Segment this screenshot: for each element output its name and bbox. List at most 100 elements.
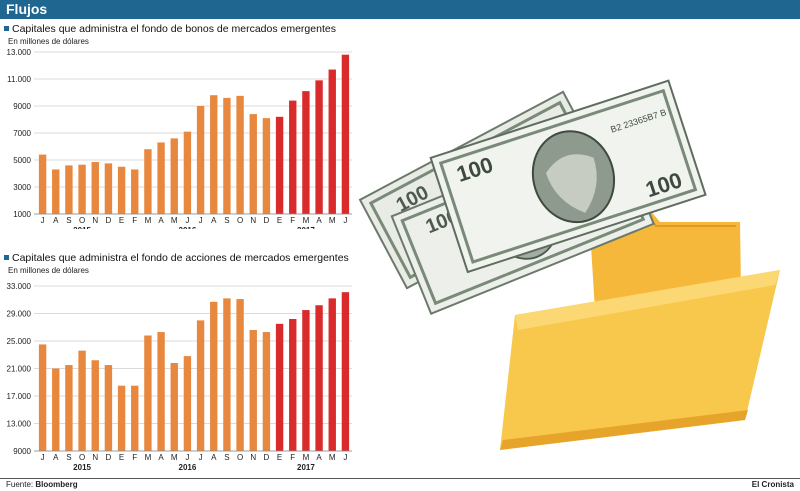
bar (236, 95, 244, 214)
x-tick-label: O (79, 216, 85, 225)
bar (210, 301, 218, 451)
bar (302, 310, 310, 451)
bar (289, 319, 297, 451)
bar (289, 100, 297, 214)
year-label: 2015 (73, 226, 91, 229)
x-tick-label: N (92, 216, 98, 225)
bar (275, 323, 284, 451)
x-tick-label: S (224, 453, 229, 462)
bar (210, 95, 218, 214)
bar (315, 80, 323, 214)
x-tick-label: N (92, 453, 98, 462)
x-tick-label: M (303, 453, 310, 462)
bar (157, 332, 165, 451)
footer-source: Fuente: Bloomberg (6, 480, 78, 489)
x-tick-label: M (171, 216, 178, 225)
chart-acciones: Capitales que administra el fondo de acc… (4, 252, 352, 472)
x-tick-label: A (316, 216, 322, 225)
bar (302, 91, 310, 214)
bar (196, 320, 205, 451)
x-tick-label: N (250, 216, 256, 225)
x-tick-label: D (106, 453, 112, 462)
x-tick-label: F (290, 216, 295, 225)
year-label: 2017 (297, 463, 315, 472)
x-tick-label: D (106, 216, 112, 225)
x-tick-label: D (264, 453, 270, 462)
bar (144, 149, 152, 214)
x-tick-label: E (277, 453, 282, 462)
bar (65, 165, 73, 214)
x-tick-label: F (132, 216, 137, 225)
bar (104, 163, 113, 214)
x-tick-label: M (145, 216, 152, 225)
year-label: 2017 (297, 226, 315, 229)
x-tick-label: M (329, 216, 336, 225)
bar (223, 97, 231, 214)
bar (78, 350, 86, 451)
x-tick-label: S (224, 216, 229, 225)
bar (236, 299, 244, 451)
bar (262, 118, 271, 214)
y-tick-label: 7000 (13, 129, 31, 138)
chart-subtitle: En millones de dólares (8, 266, 89, 275)
title-marker (4, 255, 9, 260)
y-tick-label: 1000 (13, 210, 31, 219)
y-tick-label: 9000 (13, 102, 31, 111)
footer-source-name: Bloomberg (35, 480, 78, 489)
x-tick-label: S (66, 453, 71, 462)
bar (315, 305, 323, 451)
header-bar: Flujos (0, 0, 800, 19)
bar (170, 138, 178, 214)
chart-title: Capitales que administra el fondo de bon… (12, 23, 336, 35)
y-tick-label: 33.000 (7, 282, 32, 291)
x-tick-label: J (343, 216, 347, 225)
bar (104, 365, 113, 451)
bar (341, 54, 350, 215)
chart-title: Capitales que administra el fondo de acc… (12, 252, 349, 264)
x-tick-label: J (185, 453, 189, 462)
chart-subtitle: En millones de dólares (8, 37, 89, 46)
x-tick-label: F (132, 453, 137, 462)
footer-divider (0, 478, 800, 479)
footer-source-label: Fuente: (6, 480, 34, 489)
x-tick-label: S (66, 216, 71, 225)
x-tick-label: E (119, 453, 124, 462)
x-tick-label: J (41, 216, 45, 225)
y-tick-label: 13.000 (7, 48, 32, 57)
bar (117, 385, 126, 451)
x-tick-label: O (237, 216, 243, 225)
bar (157, 142, 165, 214)
bar (183, 356, 192, 451)
title-marker (4, 26, 9, 31)
y-tick-label: 17.000 (7, 392, 32, 401)
chart-bonos: Capitales que administra el fondo de bon… (4, 23, 352, 229)
x-tick-label: A (211, 216, 217, 225)
bar (249, 114, 257, 214)
x-tick-label: M (329, 453, 336, 462)
y-tick-label: 29.000 (7, 310, 32, 319)
y-tick-label: 9000 (13, 447, 31, 456)
year-label: 2015 (73, 463, 91, 472)
bar (249, 330, 257, 451)
bar (183, 131, 192, 214)
bar (52, 169, 60, 214)
footer-brand: El Cronista (751, 480, 794, 489)
bar (52, 368, 60, 451)
x-tick-label: A (316, 453, 322, 462)
bar (196, 106, 205, 214)
x-tick-label: N (250, 453, 256, 462)
x-tick-label: O (79, 453, 85, 462)
bar (91, 360, 99, 451)
x-tick-label: M (171, 453, 178, 462)
x-tick-label: J (343, 453, 347, 462)
y-tick-label: 3000 (13, 183, 31, 192)
x-tick-label: J (199, 453, 203, 462)
x-tick-label: E (277, 216, 282, 225)
x-tick-label: F (290, 453, 295, 462)
bar (38, 154, 47, 214)
bar (91, 162, 99, 214)
y-tick-label: 5000 (13, 156, 31, 165)
money-folder-icon: 100 100 100 100 B2 23365B7 B (358, 79, 780, 450)
x-tick-label: E (119, 216, 124, 225)
x-tick-label: J (185, 216, 189, 225)
